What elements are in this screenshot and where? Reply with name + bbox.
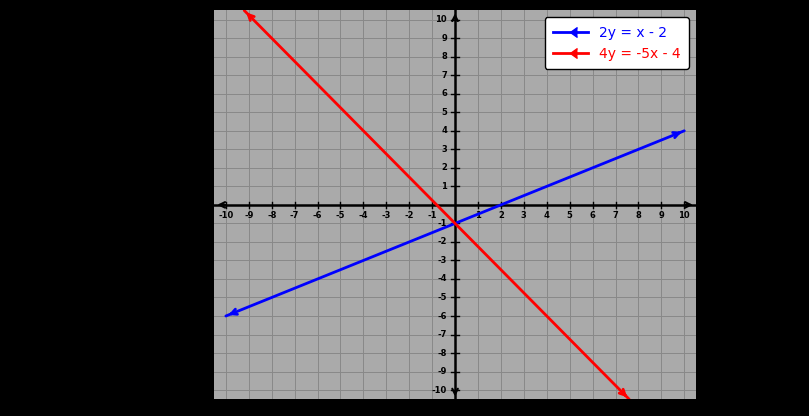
Text: -1: -1 — [438, 219, 447, 228]
Text: -7: -7 — [438, 330, 447, 339]
Text: -1: -1 — [427, 211, 437, 220]
Text: -7: -7 — [290, 211, 299, 220]
Text: 4: 4 — [544, 211, 549, 220]
Text: -9: -9 — [244, 211, 253, 220]
Text: -4: -4 — [358, 211, 368, 220]
Text: 3: 3 — [441, 145, 447, 154]
Text: 9: 9 — [441, 34, 447, 43]
Text: 10: 10 — [679, 211, 690, 220]
Text: -10: -10 — [218, 211, 234, 220]
Text: 9: 9 — [659, 211, 664, 220]
Text: 4: 4 — [441, 126, 447, 135]
Text: 5: 5 — [567, 211, 573, 220]
Text: 1: 1 — [441, 182, 447, 191]
Text: 2: 2 — [498, 211, 504, 220]
Text: -6: -6 — [438, 312, 447, 320]
Text: 6: 6 — [441, 89, 447, 98]
Text: -8: -8 — [438, 349, 447, 358]
Text: 1: 1 — [475, 211, 481, 220]
Text: 5: 5 — [441, 108, 447, 117]
Text: -8: -8 — [267, 211, 277, 220]
Text: -6: -6 — [313, 211, 322, 220]
Legend: 2y = x - 2, 4y = -5x - 4: 2y = x - 2, 4y = -5x - 4 — [544, 17, 688, 69]
Text: -2: -2 — [438, 238, 447, 246]
Text: -3: -3 — [438, 256, 447, 265]
Text: 3: 3 — [521, 211, 527, 220]
Text: 7: 7 — [612, 211, 618, 220]
Text: 10: 10 — [435, 15, 447, 24]
Text: -4: -4 — [438, 275, 447, 283]
Text: -10: -10 — [432, 386, 447, 395]
Text: 2: 2 — [441, 163, 447, 172]
Text: 8: 8 — [441, 52, 447, 61]
Text: -9: -9 — [438, 367, 447, 376]
Text: -5: -5 — [336, 211, 345, 220]
Text: -2: -2 — [404, 211, 414, 220]
Text: -5: -5 — [438, 293, 447, 302]
Text: 7: 7 — [441, 71, 447, 80]
Text: -3: -3 — [382, 211, 391, 220]
Text: 8: 8 — [636, 211, 642, 220]
Text: 6: 6 — [590, 211, 595, 220]
